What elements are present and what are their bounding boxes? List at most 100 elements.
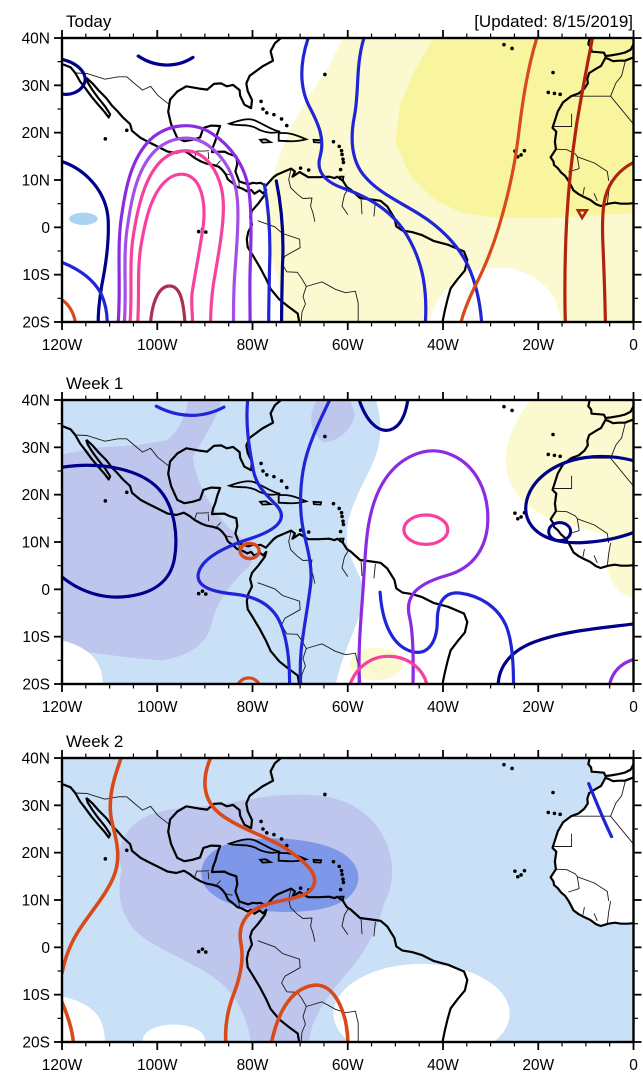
anomaly-contour <box>547 521 573 543</box>
island-dot <box>331 859 336 864</box>
island-dot <box>340 152 344 157</box>
island-dot <box>558 92 562 97</box>
island-dot <box>519 873 523 877</box>
shading-region <box>201 838 359 913</box>
anomaly-contour <box>154 404 226 417</box>
lon-tick-label: 20W <box>522 1057 554 1074</box>
coastline <box>587 758 634 778</box>
island-dot <box>200 589 205 594</box>
island-dot <box>298 166 303 170</box>
coastline <box>85 76 301 322</box>
island-dot <box>341 880 346 885</box>
island-dot <box>264 830 269 835</box>
country-border <box>257 940 307 1042</box>
lon-tick-label: 120W <box>42 699 83 716</box>
island-dot <box>341 157 345 161</box>
island-dot <box>515 875 520 879</box>
anomaly-contour <box>128 149 226 322</box>
lat-tick-label: 20N <box>22 845 50 862</box>
island-dot <box>338 887 343 892</box>
anomaly-contour <box>236 676 261 684</box>
island-outline <box>277 852 309 863</box>
shading-region <box>428 267 563 322</box>
island-outline <box>312 858 323 864</box>
country-border <box>75 792 170 826</box>
coastline <box>167 758 469 1042</box>
lat-tick-label: 10N <box>22 893 50 910</box>
anomaly-contour <box>136 54 195 67</box>
lat-tick-label: 20S <box>22 677 50 694</box>
coastline <box>549 776 634 928</box>
lat-tick-label: 10N <box>22 535 50 552</box>
anomaly-contour <box>524 454 634 545</box>
island-dot <box>124 128 129 133</box>
country-border <box>577 876 610 901</box>
island-dot <box>551 70 555 75</box>
lat-tick-label: 40N <box>22 31 50 48</box>
island-dot <box>298 886 303 890</box>
island-dot <box>339 148 344 153</box>
anomaly-contour <box>62 159 110 322</box>
anomaly-contour <box>298 400 332 684</box>
anomaly-contour <box>348 654 429 684</box>
coastline <box>587 400 634 420</box>
island-dot <box>338 167 343 172</box>
island-dot <box>515 517 520 521</box>
country-border <box>360 199 363 215</box>
island-dot <box>552 91 557 96</box>
anomaly-contour <box>136 172 206 322</box>
island-dot <box>261 107 265 111</box>
lon-tick-label: 0 <box>629 699 638 716</box>
anomaly-contour <box>357 449 490 684</box>
lon-tick-label: 60W <box>332 699 364 716</box>
island-dot <box>502 762 506 767</box>
lat-tick-label: 40N <box>22 751 50 768</box>
country-border <box>288 888 316 942</box>
anomaly-contour <box>274 179 285 322</box>
country-border <box>593 193 598 201</box>
island-dot <box>338 529 343 534</box>
anomaly-contour <box>608 657 634 684</box>
island-dot <box>306 168 311 172</box>
country-border <box>582 549 585 557</box>
anomaly-contour <box>149 284 187 322</box>
country-border <box>593 913 598 921</box>
island-dot <box>340 514 344 519</box>
island-dot <box>341 877 345 881</box>
country-border <box>553 113 573 127</box>
country-border <box>577 156 610 181</box>
island-dot <box>259 461 263 466</box>
island-dot <box>510 46 514 51</box>
island-dot <box>200 947 205 952</box>
lon-tick-label: 80W <box>237 337 269 354</box>
island-dot <box>196 229 201 234</box>
country-border <box>341 549 350 577</box>
shading-region <box>69 212 98 225</box>
island-dot <box>103 857 108 861</box>
island-dot <box>284 485 289 490</box>
country-border <box>555 148 580 169</box>
anomaly-contour <box>62 758 123 975</box>
island-dot <box>204 592 208 596</box>
lon-tick-label: 0 <box>629 1057 638 1074</box>
island-dot <box>337 144 341 149</box>
panel-title-today: Today <box>66 12 112 31</box>
anomaly-contour <box>459 38 539 322</box>
axis-ticks <box>54 392 642 692</box>
coastline <box>85 796 301 1042</box>
lon-tick-label: 60W <box>332 337 364 354</box>
island-dot <box>558 812 562 817</box>
country-border <box>553 833 573 847</box>
island-dot <box>272 112 276 117</box>
anomaly-contour <box>238 541 261 561</box>
country-border <box>606 542 612 566</box>
lat-tick-label: 10S <box>22 987 50 1004</box>
country-border <box>193 150 210 158</box>
island-dot <box>323 792 327 797</box>
island-dot <box>513 511 517 515</box>
island-dot <box>124 490 129 495</box>
island-dot <box>546 810 551 815</box>
country-border <box>75 434 170 468</box>
anomaly-contour <box>62 1000 76 1042</box>
island-dot <box>339 510 344 515</box>
